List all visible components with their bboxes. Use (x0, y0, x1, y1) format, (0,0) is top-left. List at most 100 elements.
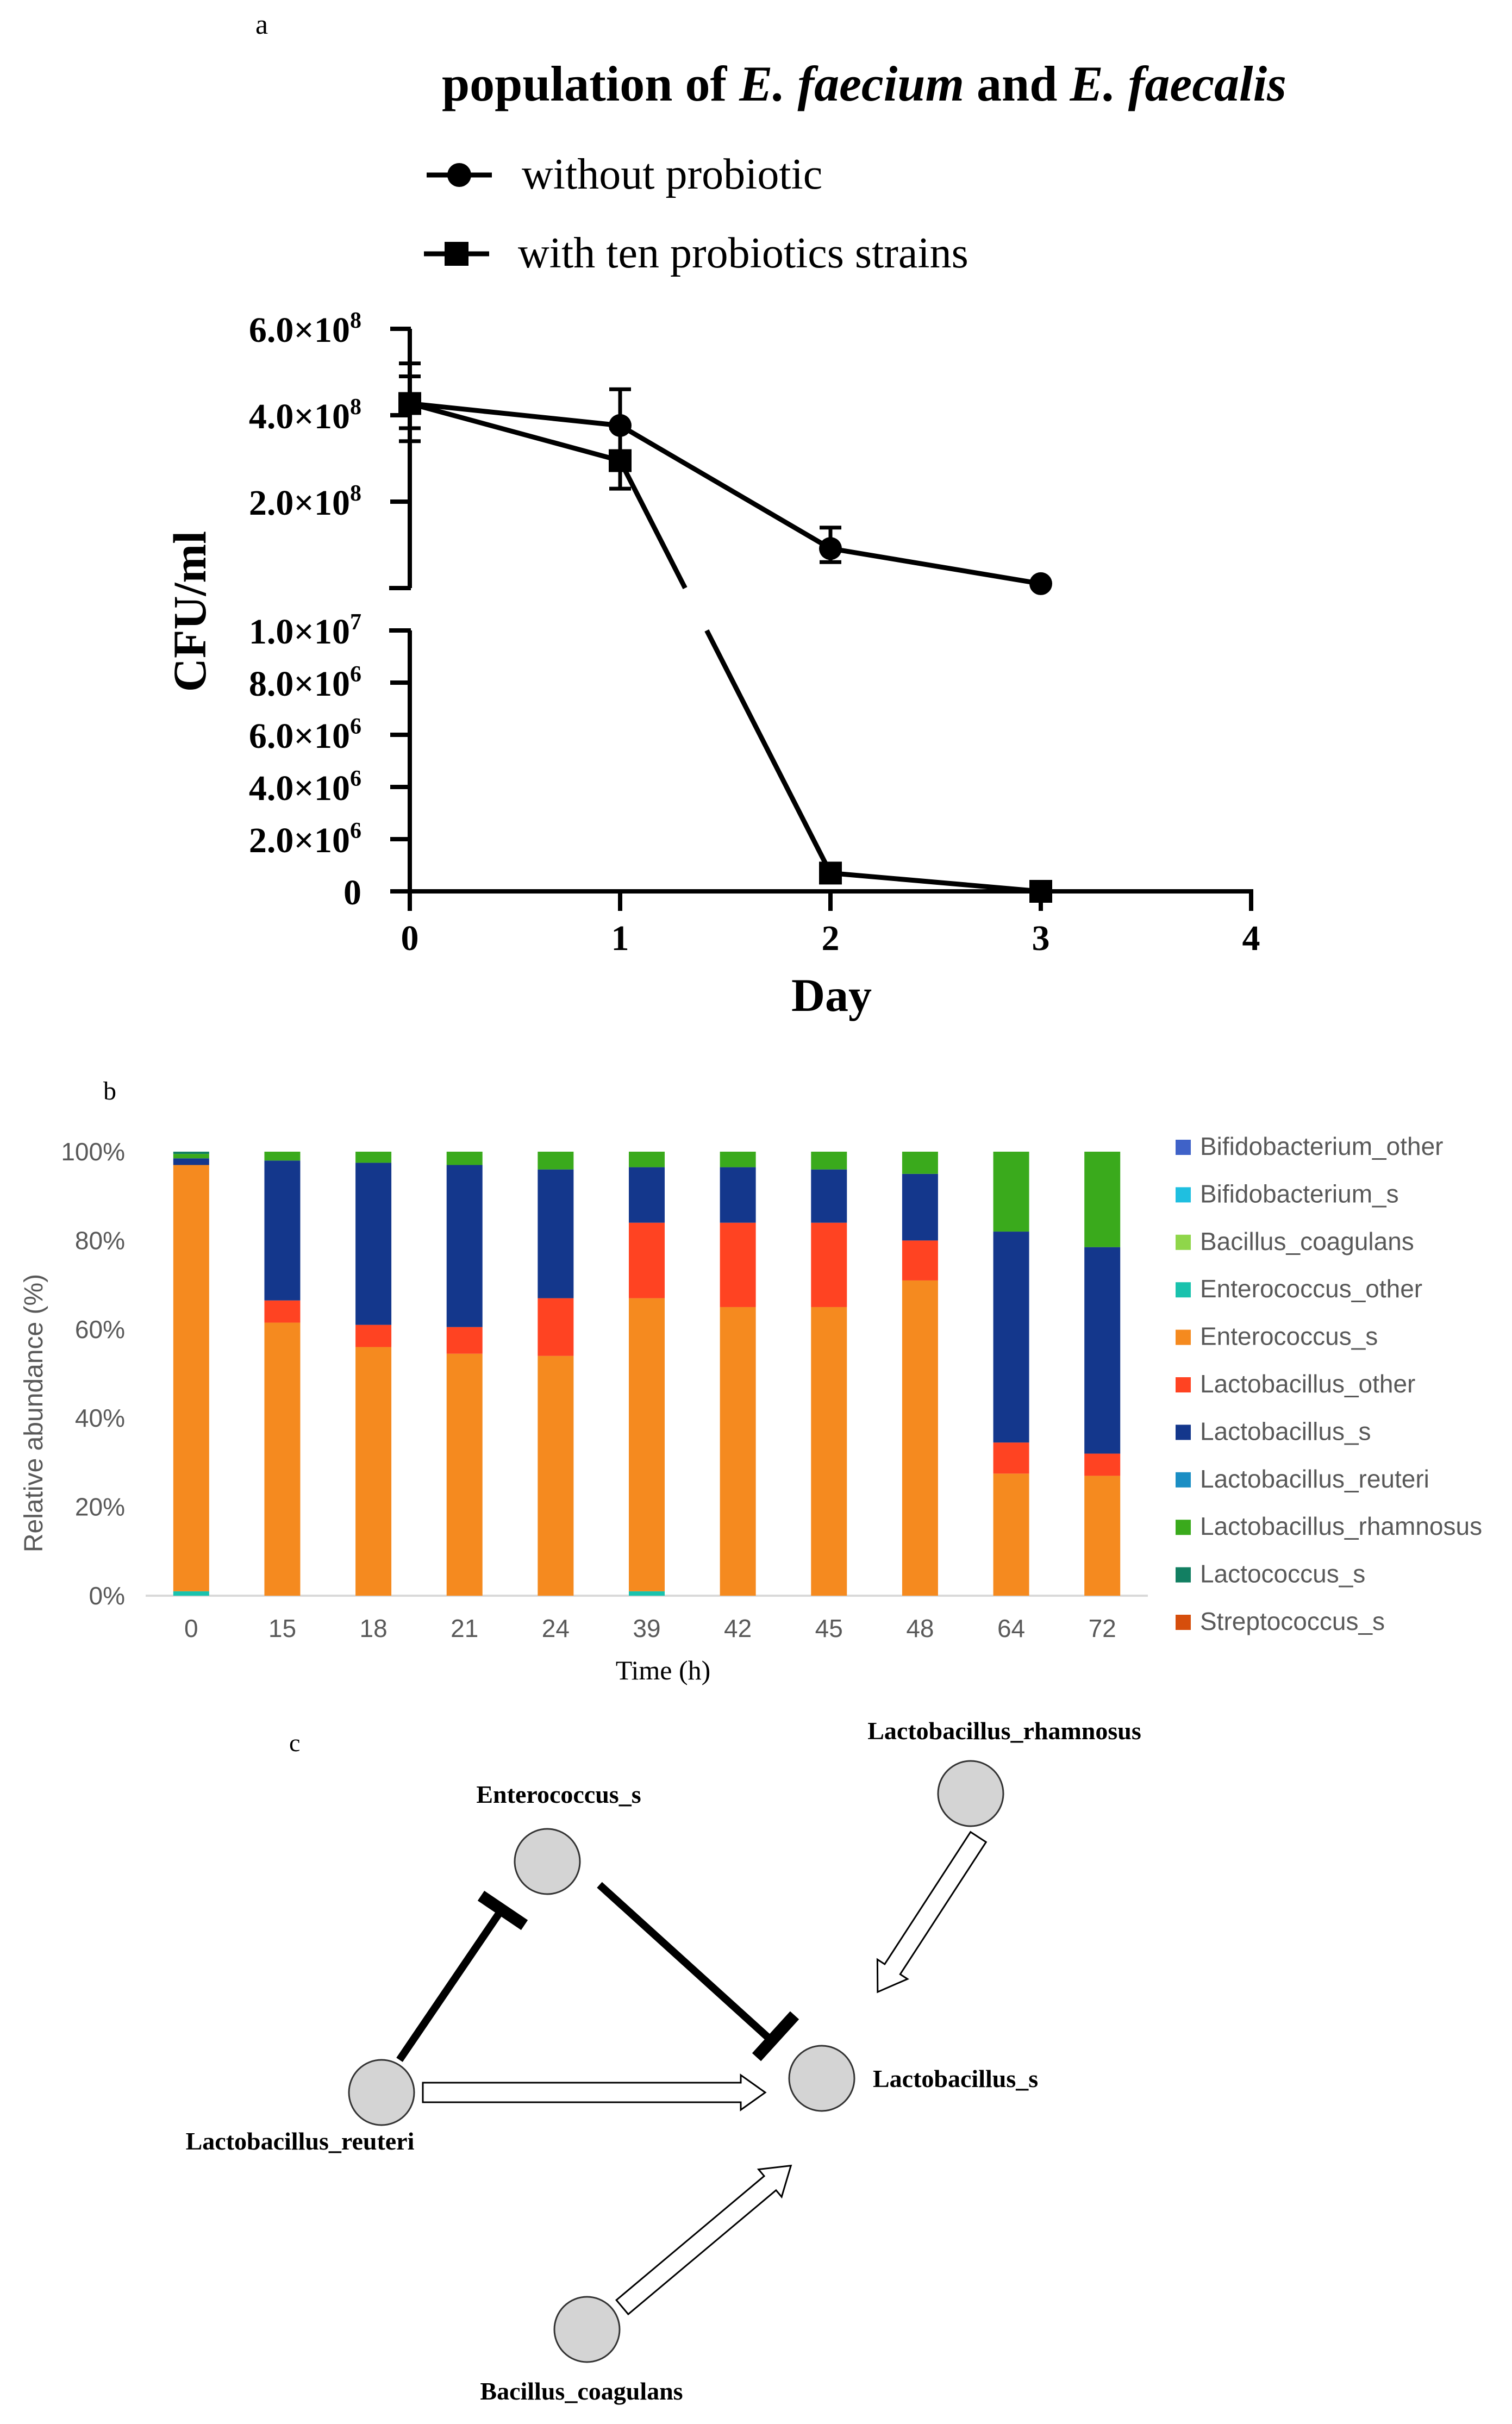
chart-b-segment-enterococcus-s (720, 1307, 756, 1596)
chart-a-ytick-label: 6.0×108 (249, 308, 361, 350)
chart-a-point-circle (609, 414, 632, 437)
chart-b-legend-item-lactococcus-s: Lactococcus_s (1176, 1560, 1365, 1588)
chart-b-bars (173, 1152, 1121, 1596)
chart-b-segment-enterococcus-s (446, 1353, 483, 1596)
panel-a: a population of E. faecium and E. faecal… (164, 9, 1286, 1021)
chart-b-ytick-label: 40% (75, 1404, 125, 1432)
chart-a-segment (830, 870, 1041, 894)
chart-b-segment-lactobacillus-rhamnosus (446, 1152, 483, 1165)
chart-b-legend-item-enterococcus-s: Enterococcus_s (1176, 1322, 1378, 1351)
chart-a-point-square (1029, 880, 1052, 903)
chart-b-segment-lactobacillus-s (993, 1232, 1029, 1443)
chart-b-legend-label: Enterococcus_s (1200, 1322, 1378, 1351)
chart-b-bar-24 (538, 1152, 574, 1596)
chart-b-legend-item-lactobacillus-other: Lactobacillus_other (1176, 1370, 1415, 1398)
chart-b-segment-lactobacillus-other (538, 1298, 574, 1356)
chart-b-legend-item-bifidobacterium-other: Bifidobacterium_other (1176, 1132, 1443, 1160)
chart-b-legend-swatch (1176, 1187, 1191, 1203)
chart-b-segment-lactobacillus-other (629, 1222, 665, 1298)
chart-b-segment-lactobacillus-s (538, 1169, 574, 1298)
chart-b-segment-lactobacillus-s (355, 1163, 392, 1325)
chart-b-segment-lactobacillus-s (264, 1160, 301, 1301)
chart-a-title-part-2: and (977, 56, 1057, 111)
chart-b-bar-18 (355, 1152, 392, 1596)
chart-b-legend-item-enterococcus-other: Enterococcus_other (1176, 1275, 1422, 1303)
chart-b-segment-lactobacillus-s (811, 1169, 847, 1223)
node-lactobacillus-reuteri (348, 2059, 415, 2126)
chart-b-ytick-label: 60% (75, 1315, 125, 1344)
chart-b-legend-swatch (1176, 1567, 1191, 1583)
chart-b-segment-lactobacillus-rhamnosus (538, 1152, 574, 1170)
chart-b-legend-swatch (1176, 1615, 1191, 1630)
chart-b-legend-swatch (1176, 1282, 1191, 1298)
chart-b-segment-lactobacillus-rhamnosus (1084, 1152, 1121, 1247)
chart-b-segment-lactobacillus-rhamnosus (720, 1152, 756, 1167)
chart-b-legend-label: Streptococcus_s (1200, 1607, 1385, 1635)
chart-b-legend-swatch (1176, 1472, 1191, 1488)
chart-b-bar-48 (902, 1152, 938, 1596)
chart-b-ytick-label: 80% (75, 1226, 125, 1254)
chart-a-title: population of E. faecium and E. faecalis (442, 56, 1286, 111)
edge-reuteri-promotes-lactobacillus-s (422, 2073, 767, 2111)
legend-marker-square (445, 242, 468, 266)
chart-a-segment (704, 629, 833, 874)
chart-b-segment-lactobacillus-other (446, 1327, 483, 1354)
chart-a-segment (830, 546, 1041, 586)
edge-reuteri-inhibits-enterococcus (396, 1890, 528, 2062)
chart-b-y-ticks: 0% 20% 40% 60% 80% 100% (61, 1138, 125, 1610)
chart-a-series-without-probiotic (398, 361, 1052, 595)
chart-b-segment-enterococcus-s (264, 1322, 301, 1596)
chart-a-segment (409, 401, 621, 463)
chart-b-legend-swatch (1176, 1425, 1191, 1440)
chart-a-xtick-label: 1 (611, 919, 629, 958)
chart-b-xtick-label: 72 (1089, 1614, 1116, 1642)
chart-a-title-species-1: E. faecium (739, 56, 964, 111)
panel-b: b 0% 20% 40% 60% 80% 100% 0 15 18 21 24 39 42 45 48 64… (20, 1077, 1482, 1685)
chart-b-legend-swatch (1176, 1140, 1191, 1155)
chart-a-ylabel: CFU/ml (164, 531, 216, 692)
chart-b-xlabel: Time (h) (616, 1655, 711, 1685)
chart-b-bar-0 (173, 1152, 209, 1596)
panel-label-a: a (255, 9, 268, 40)
chart-a-segment (409, 401, 621, 428)
chart-a-xtick-label: 4 (1242, 919, 1260, 958)
chart-b-segment-enterococcus-s (1084, 1476, 1121, 1596)
chart-a-ytick-label: 6.0×106 (249, 714, 361, 756)
chart-a-segment (618, 423, 832, 551)
chart-b-xtick-label: 0 (184, 1614, 198, 1642)
chart-b-segment-lactobacillus-other (811, 1222, 847, 1307)
panel-c: c Enterococcus_s Lactobacillus_rhamnosus… (186, 1717, 1141, 2405)
chart-b-bar-42 (720, 1152, 756, 1596)
chart-b-segment-lactobacillus-other (355, 1325, 392, 1347)
node-label-lactobacillus-reuteri: Lactobacillus_reuteri (186, 2127, 415, 2155)
chart-b-segment-enterococcus-s (355, 1347, 392, 1596)
chart-b-xtick-label: 24 (542, 1614, 570, 1642)
panel-label-c: c (289, 1729, 300, 1757)
chart-b-xtick-label: 21 (451, 1614, 478, 1642)
chart-b-segment-lactobacillus-s (902, 1173, 938, 1241)
chart-b-legend-label: Lactococcus_s (1200, 1560, 1365, 1588)
legend-marker-circle (447, 163, 471, 187)
chart-a-point-circle (819, 537, 842, 560)
legend-label-with-probiotics: with ten probiotics strains (518, 229, 969, 277)
chart-b-legend-item-streptococcus-s: Streptococcus_s (1176, 1607, 1385, 1635)
chart-b-xtick-label: 48 (906, 1614, 934, 1642)
panel-label-b: b (103, 1077, 116, 1105)
chart-b-segment-lactococcus-s (173, 1152, 209, 1154)
node-label-enterococcus-s: Enterococcus_s (476, 1780, 641, 1808)
chart-b-segment-lactobacillus-other (264, 1300, 301, 1323)
node-label-lactobacillus-rhamnosus: Lactobacillus_rhamnosus (867, 1717, 1141, 1745)
chart-b-legend-item-lactobacillus-s: Lactobacillus_s (1176, 1417, 1371, 1445)
chart-b-segment-lactobacillus-rhamnosus (264, 1152, 301, 1161)
chart-b-segment-lactobacillus-s (1084, 1247, 1121, 1454)
chart-a-point-square (398, 392, 421, 415)
chart-b-ylabel: Relative abundance (%) (20, 1274, 48, 1552)
chart-b-legend-swatch (1176, 1329, 1191, 1345)
chart-b-segment-lactobacillus-other (720, 1222, 756, 1307)
chart-b-segment-lactobacillus-rhamnosus (173, 1154, 209, 1159)
chart-a-series (398, 361, 1052, 903)
legend-label-without-probiotic: without probiotic (522, 151, 822, 198)
chart-b-segment-lactobacillus-other (902, 1240, 938, 1280)
chart-b-segment-lactobacillus-rhamnosus (993, 1152, 1029, 1232)
chart-a-series-with-ten-probiotics-strains (398, 374, 1052, 903)
